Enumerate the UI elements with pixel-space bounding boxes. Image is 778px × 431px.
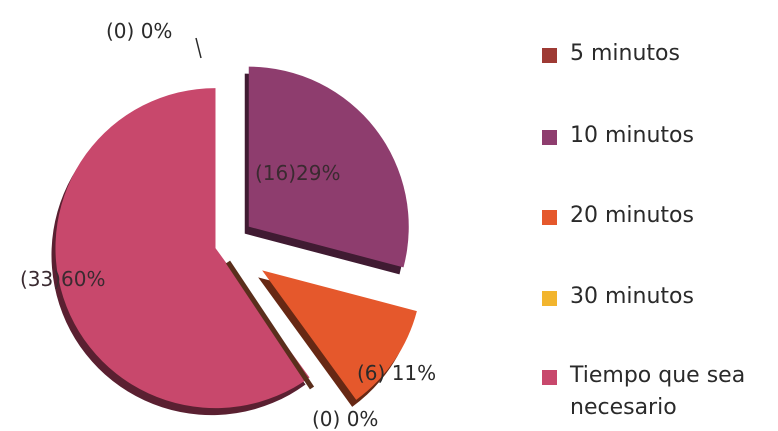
data-label-5-minutos: (0) 0% [106,19,172,43]
pie-chart: (0) 0% (16)29% (6) 11% (0) 0% (33)60% [20,19,436,431]
pie-slice-20-minutos [262,270,417,400]
legend-swatch [542,291,557,306]
legend-item-tiempo-que-sea-necesario: Tiempo que sea necesario [540,360,778,424]
legend-item-20-minutos: 20 minutos [540,200,694,232]
legend-item-10-minutos: 10 minutos [540,120,694,152]
legend-label: 10 minutos [570,123,694,148]
leader-line-5-minutos [195,37,202,59]
data-label-10-minutos: (16)29% [255,161,341,185]
pie-slice-tiempo-que-sea-necesario [55,88,310,409]
legend-item-30-minutos: 30 minutos [540,281,694,313]
legend-label: 5 minutos [570,41,680,66]
data-label-tiempo-que-sea-necesario: (33)60% [20,267,106,291]
pie-slice-30-minutos [225,260,315,390]
legend-swatch [542,210,557,225]
data-label-20-minutos: (6) 11% [357,361,436,385]
data-label-30-minutos: (0) 0% [312,407,378,431]
pie-slice-10-minutos [248,66,409,268]
legend-label: 30 minutos [570,284,694,309]
legend-item-5-minutos: 5 minutos [540,38,680,70]
legend-swatch [542,48,557,63]
legend-label: Tiempo que sea necesario [570,363,746,420]
legend-swatch [542,130,557,145]
legend-label: 20 minutos [570,203,694,228]
legend-swatch [542,370,557,385]
